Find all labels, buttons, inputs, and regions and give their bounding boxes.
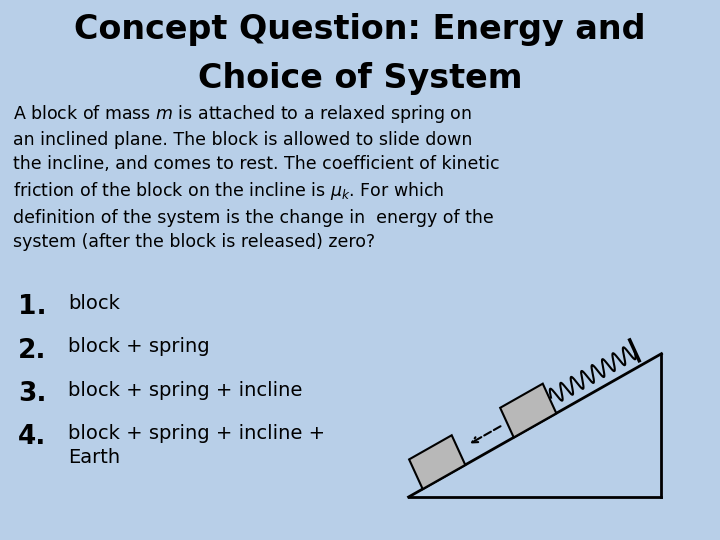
Text: block + spring: block + spring <box>68 338 210 356</box>
Text: Concept Question: Energy and: Concept Question: Energy and <box>74 14 646 46</box>
Text: 4.: 4. <box>18 424 46 450</box>
Text: block: block <box>68 294 120 313</box>
Text: 2.: 2. <box>18 338 47 363</box>
Polygon shape <box>500 383 557 437</box>
Text: A block of mass $m$ is attached to a relaxed spring on
an inclined plane. The bl: A block of mass $m$ is attached to a rel… <box>13 103 500 251</box>
Text: Choice of System: Choice of System <box>198 62 522 95</box>
Polygon shape <box>409 435 465 489</box>
Text: block + spring + incline +
Earth: block + spring + incline + Earth <box>68 424 325 467</box>
Text: 1.: 1. <box>18 294 47 320</box>
Text: block + spring + incline: block + spring + incline <box>68 381 303 400</box>
Text: 3.: 3. <box>18 381 47 407</box>
